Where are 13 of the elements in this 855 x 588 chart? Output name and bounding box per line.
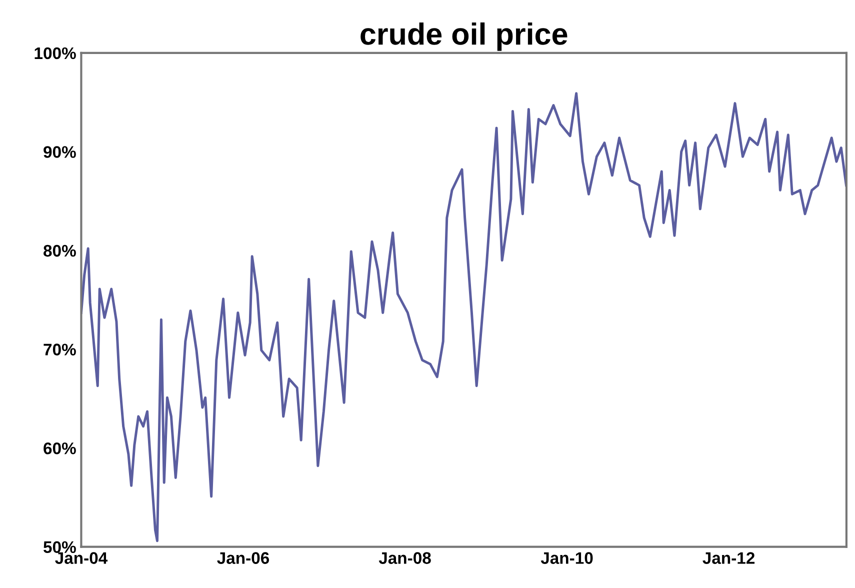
y-tick-label: 80% <box>44 244 76 257</box>
line-series <box>81 92 846 542</box>
y-tick-label: 70% <box>44 344 76 356</box>
x-tick-label: Jan-04 <box>55 552 108 564</box>
y-tick-label: 90% <box>44 146 76 158</box>
x-tick-label: Jan-08 <box>378 552 431 564</box>
x-tick-label: Jan-06 <box>217 552 270 564</box>
y-tick-label: 50% <box>44 541 76 554</box>
x-tick-label: Jan-12 <box>702 552 755 564</box>
chart-title: crude oil price <box>360 22 568 51</box>
x-tick-label: Jan-10 <box>540 552 593 564</box>
y-tick-label: 60% <box>44 442 76 454</box>
y-tick-label: 100% <box>34 47 76 60</box>
